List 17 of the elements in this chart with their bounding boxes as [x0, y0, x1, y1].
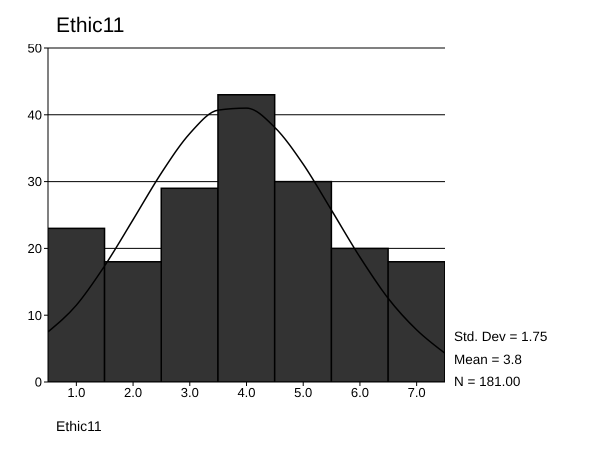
y-tick-label: 10	[28, 308, 42, 323]
y-tick-label: 20	[28, 241, 42, 256]
text: Mean = 3.8	[454, 350, 523, 368]
text: N = 181.00	[454, 373, 522, 391]
x-tick-label: 6.0	[350, 385, 369, 400]
x-tick-label: 2.0	[124, 385, 142, 400]
text: Std. Dev = 1.75	[454, 328, 548, 346]
x-tick-label: 3.0	[180, 385, 199, 400]
y-tick-label: 30	[28, 174, 42, 190]
x-tick-label: 1.0	[67, 385, 86, 400]
x-tick-label: 4.0	[237, 385, 256, 400]
x-tick-label: 5.0	[294, 385, 312, 400]
x-axis-title: Ethic11	[56, 418, 102, 434]
y-tick-label: 40	[28, 107, 42, 122]
y-tick-label: 0	[34, 374, 42, 390]
x-tick-label: 7.0	[408, 385, 426, 400]
chart-title: Ethic11	[56, 14, 124, 38]
